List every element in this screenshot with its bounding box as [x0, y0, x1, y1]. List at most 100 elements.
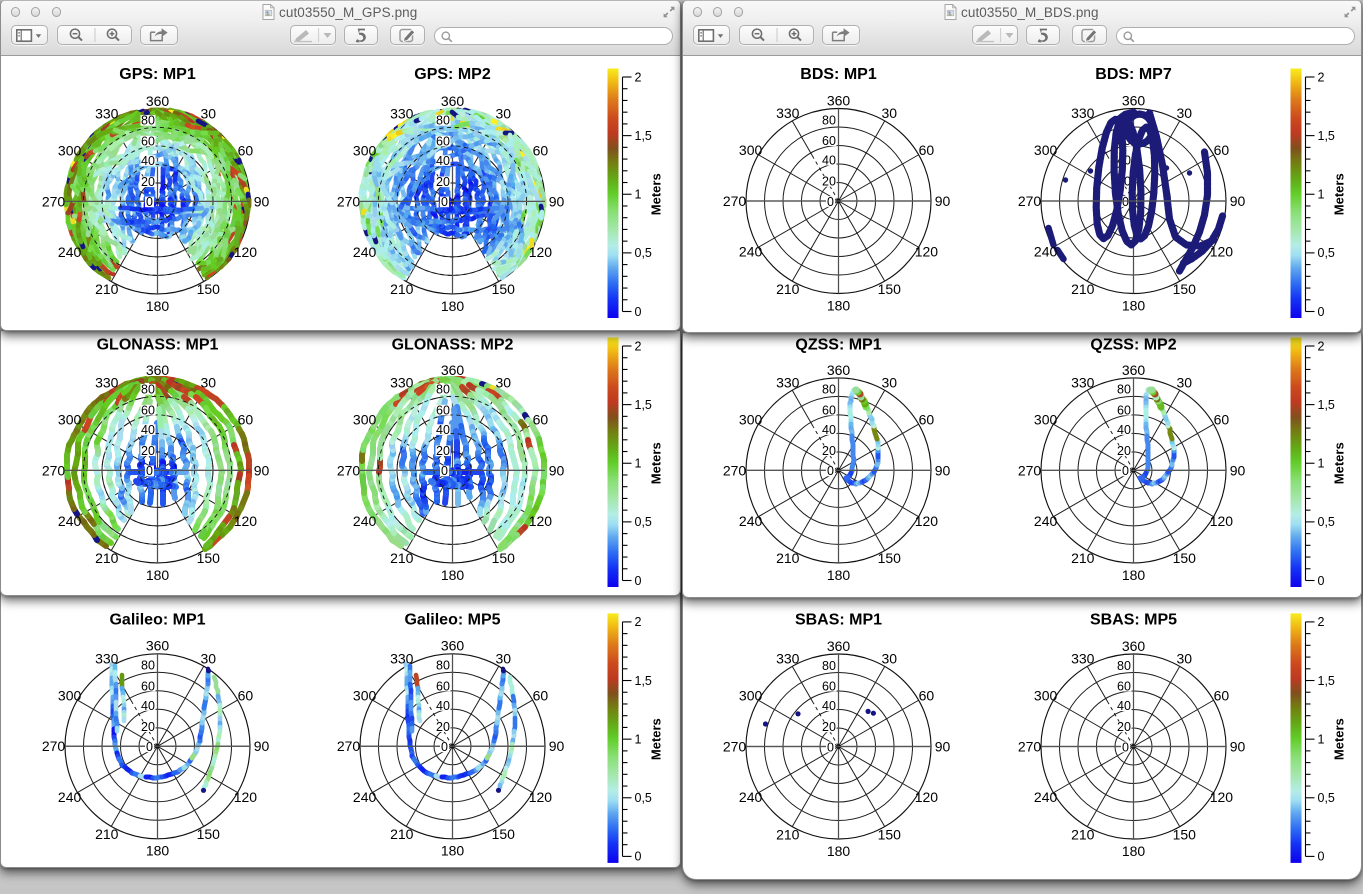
svg-text:180: 180	[1122, 843, 1146, 859]
svg-text:360: 360	[1122, 638, 1146, 654]
svg-text:Meters: Meters	[1332, 442, 1347, 484]
svg-text:240: 240	[58, 513, 82, 529]
svg-text:20: 20	[1117, 720, 1131, 734]
svg-text:0,5: 0,5	[635, 515, 652, 529]
svg-text:360: 360	[827, 362, 851, 378]
svg-text:180: 180	[146, 567, 170, 583]
svg-text:270: 270	[723, 738, 747, 754]
svg-text:20: 20	[141, 175, 155, 189]
svg-text:0,5: 0,5	[635, 791, 652, 805]
svg-text:40: 40	[822, 699, 836, 713]
svg-text:60: 60	[1117, 403, 1131, 417]
svg-text:300: 300	[1034, 142, 1058, 158]
svg-text:2: 2	[635, 70, 642, 84]
svg-text:1: 1	[635, 457, 642, 471]
svg-text:80: 80	[141, 114, 155, 128]
svg-text:150: 150	[492, 550, 516, 566]
svg-text:120: 120	[1210, 244, 1234, 260]
svg-text:330: 330	[390, 374, 414, 390]
svg-text:0,5: 0,5	[1318, 515, 1335, 529]
svg-text:210: 210	[776, 826, 800, 842]
svg-text:270: 270	[723, 462, 747, 478]
svg-text:90: 90	[254, 738, 270, 754]
svg-text:360: 360	[1122, 362, 1146, 378]
svg-text:0: 0	[827, 464, 834, 478]
svg-text:30: 30	[200, 105, 216, 121]
svg-text:0: 0	[827, 195, 834, 209]
svg-text:210: 210	[390, 550, 414, 566]
svg-text:210: 210	[95, 281, 119, 297]
svg-text:90: 90	[549, 738, 565, 754]
svg-text:60: 60	[919, 412, 935, 428]
svg-text:300: 300	[58, 143, 82, 159]
svg-text:150: 150	[1173, 826, 1197, 842]
svg-text:120: 120	[915, 513, 939, 529]
svg-text:SBAS: MP5: SBAS: MP5	[1090, 612, 1177, 629]
svg-text:90: 90	[549, 462, 565, 478]
svg-text:1,5: 1,5	[1318, 398, 1335, 412]
svg-text:150: 150	[1173, 550, 1197, 566]
svg-text:360: 360	[441, 638, 465, 654]
svg-text:360: 360	[146, 638, 170, 654]
svg-text:0: 0	[146, 195, 153, 209]
svg-text:0: 0	[1318, 305, 1325, 319]
svg-text:90: 90	[1230, 193, 1246, 209]
svg-text:30: 30	[495, 374, 511, 390]
svg-text:60: 60	[822, 134, 836, 148]
svg-text:GLONASS: MP2: GLONASS: MP2	[392, 337, 514, 354]
svg-text:80: 80	[436, 659, 450, 673]
svg-text:0: 0	[635, 850, 642, 864]
svg-text:120: 120	[234, 513, 258, 529]
svg-text:30: 30	[881, 374, 897, 390]
svg-text:210: 210	[1071, 550, 1095, 566]
svg-text:40: 40	[436, 423, 450, 437]
svg-text:0: 0	[1122, 195, 1129, 209]
svg-text:180: 180	[1122, 567, 1146, 583]
svg-text:0: 0	[635, 574, 642, 588]
svg-text:40: 40	[141, 154, 155, 168]
svg-text:0: 0	[1122, 740, 1129, 754]
svg-text:240: 240	[353, 513, 377, 529]
svg-text:270: 270	[723, 193, 747, 209]
svg-text:20: 20	[141, 720, 155, 734]
svg-text:40: 40	[1117, 423, 1131, 437]
svg-text:120: 120	[915, 244, 939, 260]
svg-text:90: 90	[254, 462, 270, 478]
svg-text:210: 210	[95, 826, 119, 842]
svg-text:80: 80	[141, 659, 155, 673]
svg-text:0,5: 0,5	[1318, 246, 1335, 260]
svg-text:QZSS: MP1: QZSS: MP1	[795, 337, 881, 354]
svg-text:150: 150	[492, 281, 516, 297]
svg-text:60: 60	[533, 412, 549, 428]
svg-text:360: 360	[827, 638, 851, 654]
svg-text:90: 90	[935, 738, 951, 754]
svg-text:360: 360	[827, 92, 851, 108]
svg-text:80: 80	[822, 383, 836, 397]
svg-text:120: 120	[915, 789, 939, 805]
svg-text:330: 330	[776, 374, 800, 390]
svg-text:60: 60	[1214, 688, 1230, 704]
svg-text:300: 300	[353, 687, 377, 703]
svg-text:120: 120	[529, 789, 553, 805]
svg-text:60: 60	[919, 142, 935, 158]
svg-text:270: 270	[337, 738, 361, 754]
svg-text:330: 330	[1071, 650, 1095, 666]
svg-text:30: 30	[1176, 650, 1192, 666]
svg-text:180: 180	[441, 298, 465, 314]
svg-text:2: 2	[1318, 70, 1325, 84]
svg-text:180: 180	[827, 843, 851, 859]
svg-text:360: 360	[146, 93, 170, 109]
svg-text:180: 180	[827, 297, 851, 313]
svg-text:30: 30	[495, 105, 511, 121]
svg-text:1,5: 1,5	[1318, 129, 1335, 143]
svg-text:2: 2	[635, 615, 642, 629]
svg-text:60: 60	[141, 403, 155, 417]
svg-text:1: 1	[635, 188, 642, 202]
svg-text:40: 40	[1117, 699, 1131, 713]
svg-text:0: 0	[635, 305, 642, 319]
svg-text:30: 30	[1176, 374, 1192, 390]
svg-text:30: 30	[881, 650, 897, 666]
svg-text:300: 300	[1034, 688, 1058, 704]
svg-text:30: 30	[200, 650, 216, 666]
svg-text:Galileo: MP1: Galileo: MP1	[109, 612, 205, 629]
